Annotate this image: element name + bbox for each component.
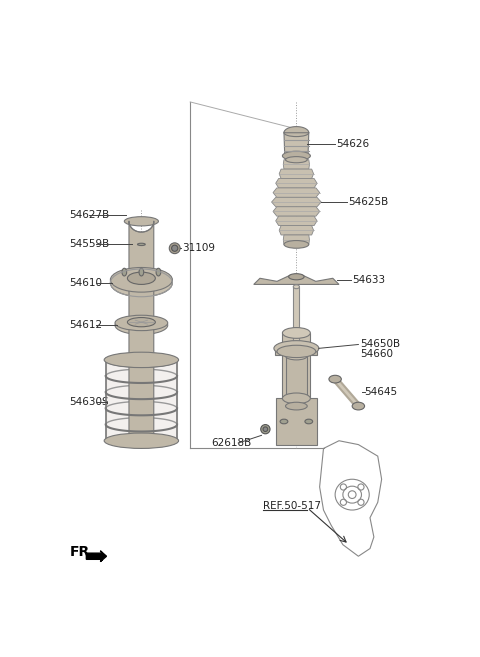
Bar <box>276 348 317 355</box>
Text: 54610: 54610 <box>69 278 102 288</box>
Ellipse shape <box>305 419 312 424</box>
Ellipse shape <box>169 243 180 254</box>
Ellipse shape <box>274 340 319 356</box>
Bar <box>293 286 300 344</box>
Text: 54625B: 54625B <box>348 197 388 207</box>
Polygon shape <box>272 197 321 207</box>
Text: 54633: 54633 <box>352 275 385 285</box>
Ellipse shape <box>115 315 168 330</box>
Ellipse shape <box>132 242 151 247</box>
Text: REF.50-517: REF.50-517 <box>263 501 321 511</box>
Text: 54612: 54612 <box>69 320 102 330</box>
Ellipse shape <box>293 285 300 288</box>
Ellipse shape <box>284 240 309 248</box>
Ellipse shape <box>282 393 311 404</box>
Polygon shape <box>283 235 310 244</box>
Polygon shape <box>276 216 317 225</box>
Ellipse shape <box>286 402 307 410</box>
Text: 54645: 54645 <box>364 387 397 397</box>
Ellipse shape <box>122 268 127 276</box>
Polygon shape <box>279 225 313 235</box>
Ellipse shape <box>156 268 161 276</box>
Ellipse shape <box>172 245 178 252</box>
Ellipse shape <box>282 328 311 338</box>
Text: 54559B: 54559B <box>69 239 109 250</box>
Ellipse shape <box>261 424 270 434</box>
Text: 54630S: 54630S <box>69 397 109 407</box>
Text: 31109: 31109 <box>182 243 216 253</box>
Polygon shape <box>106 360 177 441</box>
Text: FR.: FR. <box>69 545 95 558</box>
Text: 54650B: 54650B <box>360 340 400 350</box>
Ellipse shape <box>288 274 304 280</box>
Text: 62618B: 62618B <box>211 438 252 448</box>
Text: 54627B: 54627B <box>69 210 109 220</box>
Polygon shape <box>283 160 310 169</box>
Ellipse shape <box>282 151 311 160</box>
Polygon shape <box>284 127 309 133</box>
Polygon shape <box>273 188 320 197</box>
Bar <box>276 398 316 445</box>
Text: 54626: 54626 <box>336 139 370 149</box>
Ellipse shape <box>277 346 316 357</box>
Ellipse shape <box>329 375 341 383</box>
Ellipse shape <box>139 268 144 276</box>
Polygon shape <box>129 221 154 442</box>
Polygon shape <box>276 179 317 188</box>
Polygon shape <box>282 133 311 156</box>
Bar <box>282 333 311 398</box>
Ellipse shape <box>137 243 145 246</box>
Polygon shape <box>254 275 339 284</box>
Ellipse shape <box>124 217 158 226</box>
Ellipse shape <box>127 272 156 284</box>
Bar <box>286 356 307 406</box>
Ellipse shape <box>110 267 172 292</box>
Ellipse shape <box>127 317 156 327</box>
Ellipse shape <box>286 352 307 360</box>
Ellipse shape <box>352 402 365 410</box>
Text: 54660: 54660 <box>360 349 393 359</box>
Ellipse shape <box>104 352 179 367</box>
Polygon shape <box>279 169 313 179</box>
Ellipse shape <box>263 427 268 432</box>
Ellipse shape <box>286 156 307 163</box>
Ellipse shape <box>284 129 309 137</box>
Ellipse shape <box>280 419 288 424</box>
Ellipse shape <box>104 433 179 449</box>
Ellipse shape <box>115 316 168 334</box>
Polygon shape <box>273 207 320 216</box>
Polygon shape <box>86 551 107 562</box>
Ellipse shape <box>110 269 172 297</box>
